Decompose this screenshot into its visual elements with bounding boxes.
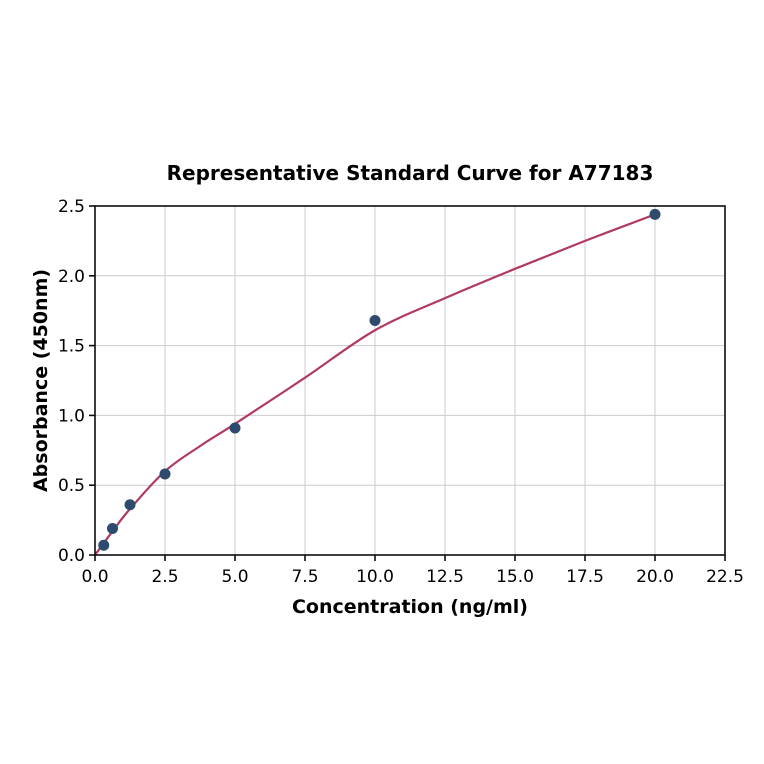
data-point	[649, 208, 661, 220]
data-point	[107, 522, 118, 534]
axes-layer	[89, 205, 726, 561]
data-points-layer	[98, 208, 661, 551]
data-point	[159, 468, 171, 480]
y-tick-label: 1.0	[58, 406, 85, 426]
tick-labels-layer: 0.0 2.5 5.0 7.5 10.0 12.5 15.0 17.5 20.0 22.5 0.0 0…	[58, 197, 744, 587]
y-tick-label: 0.5	[58, 476, 85, 496]
x-tick-label: 22.5	[706, 567, 744, 587]
y-tick-label: 1.5	[58, 337, 85, 357]
x-tick-label: 17.5	[566, 567, 604, 587]
data-point	[124, 499, 136, 511]
plot-border	[94, 205, 726, 556]
data-point	[98, 539, 110, 551]
x-tick-label: 10.0	[356, 567, 394, 587]
data-point	[229, 422, 241, 434]
x-tick-label: 20.0	[636, 567, 674, 587]
x-tick-label: 0.0	[81, 567, 108, 587]
x-tick-label: 7.5	[291, 567, 318, 587]
y-axis-label: Absorbance (450nm)	[30, 269, 52, 492]
data-point	[369, 314, 381, 326]
x-axis-label: Concentration (ng/ml)	[292, 596, 528, 618]
x-tick-label: 5.0	[221, 567, 248, 587]
y-tick-label: 2.5	[58, 197, 85, 217]
chart-title: Representative Standard Curve for A77183	[167, 161, 654, 185]
x-tick-label: 12.5	[426, 567, 464, 587]
y-tick-label: 0.0	[58, 546, 85, 566]
y-tick-label: 2.0	[58, 267, 85, 287]
grid-layer	[94, 205, 726, 556]
x-tick-label: 15.0	[496, 567, 534, 587]
x-tick-label: 2.5	[151, 567, 178, 587]
